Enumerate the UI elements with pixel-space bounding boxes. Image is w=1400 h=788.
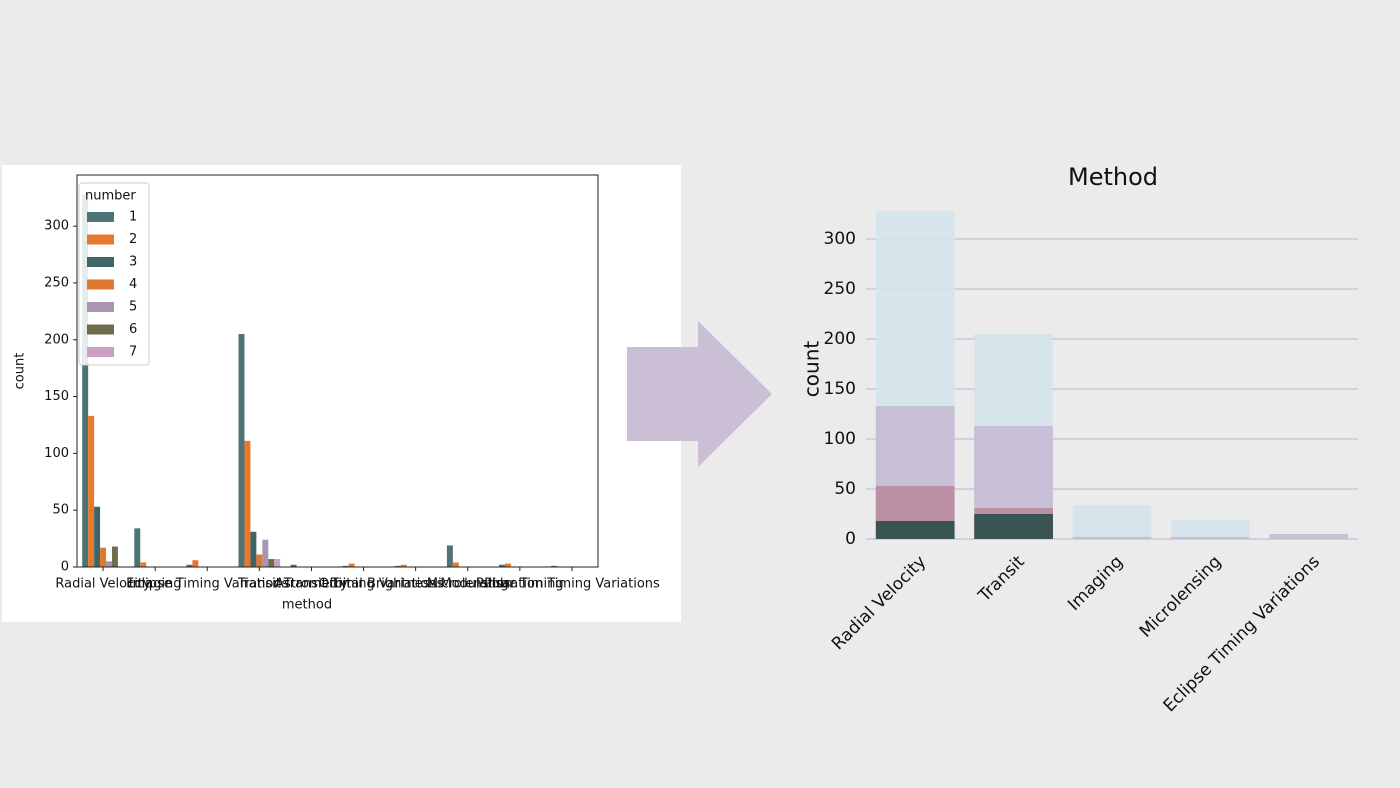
x-tick-label: Astrometry bbox=[275, 577, 348, 592]
x-tick-label: Transit Timing Variations bbox=[283, 577, 444, 592]
bar bbox=[1269, 534, 1349, 539]
bar bbox=[94, 506, 101, 567]
bar bbox=[256, 554, 263, 567]
bar bbox=[192, 560, 199, 567]
bar bbox=[1072, 505, 1152, 539]
bar bbox=[268, 559, 275, 567]
chart-title: Method bbox=[1068, 163, 1158, 191]
x-tick-label: Eclipse Timing Variations bbox=[126, 577, 288, 592]
legend-swatch bbox=[87, 302, 114, 312]
bar bbox=[134, 528, 141, 567]
bar bbox=[238, 334, 245, 567]
x-tick-label: Microlensing bbox=[427, 577, 509, 592]
legend-label: 5 bbox=[129, 300, 137, 315]
x-axis-label: method bbox=[282, 598, 332, 613]
legend-swatch bbox=[87, 347, 114, 357]
y-tick-label: 250 bbox=[44, 275, 69, 290]
x-tick-label: Eclipse Timing Variations bbox=[1160, 552, 1324, 716]
x-tick-label: Imaging bbox=[129, 577, 182, 592]
bar bbox=[100, 547, 107, 567]
bar bbox=[262, 539, 269, 567]
bar bbox=[875, 521, 955, 539]
bar bbox=[1171, 520, 1250, 539]
x-tick-label: Radial Velocity bbox=[828, 552, 930, 654]
x-tick-label: Pulsar Timing bbox=[476, 577, 564, 592]
legend-swatch bbox=[87, 257, 114, 267]
y-tick-label: 300 bbox=[44, 219, 69, 234]
y-tick-label: 100 bbox=[44, 446, 69, 461]
bar bbox=[290, 564, 297, 567]
y-tick-label: 0 bbox=[61, 560, 69, 575]
bar bbox=[394, 565, 401, 567]
bar bbox=[452, 562, 459, 567]
bar bbox=[504, 563, 511, 567]
y-axis-label: count bbox=[800, 341, 824, 398]
legend-title: number bbox=[85, 189, 136, 204]
y-tick-label: 250 bbox=[824, 279, 856, 299]
y-tick-label: 50 bbox=[52, 503, 69, 518]
bar bbox=[140, 562, 147, 567]
y-tick-label: 150 bbox=[44, 389, 69, 404]
legend-swatch bbox=[87, 324, 114, 335]
y-tick-label: 150 bbox=[824, 379, 856, 399]
x-tick-label: Pulsation Timing Variations bbox=[484, 577, 660, 592]
bar bbox=[499, 564, 505, 567]
y-tick-label: 100 bbox=[824, 429, 856, 449]
legend-swatch bbox=[87, 212, 114, 222]
legend-label: 2 bbox=[129, 232, 137, 247]
bar bbox=[400, 564, 407, 567]
bar bbox=[348, 563, 355, 567]
legend-swatch bbox=[87, 279, 114, 290]
y-tick-label: 200 bbox=[824, 329, 856, 349]
legend-swatch bbox=[87, 234, 114, 245]
bar bbox=[111, 546, 118, 567]
arrow bbox=[627, 321, 772, 467]
bar bbox=[244, 440, 251, 567]
legend-label: 4 bbox=[129, 277, 137, 292]
bar bbox=[974, 514, 1053, 539]
legend-label: 7 bbox=[129, 345, 137, 360]
y-tick-label: 200 bbox=[44, 332, 69, 347]
y-tick-label: 300 bbox=[824, 229, 856, 249]
bar bbox=[82, 194, 89, 567]
bar bbox=[250, 531, 257, 567]
bar bbox=[551, 565, 558, 567]
axes-frame bbox=[76, 174, 599, 568]
legend-box bbox=[78, 182, 150, 366]
bar bbox=[106, 561, 112, 567]
bar bbox=[446, 545, 453, 567]
x-tick-label: Orbital Brightness Modulation bbox=[319, 577, 513, 592]
y-tick-label: 0 bbox=[845, 529, 856, 549]
x-tick-label: Transit bbox=[974, 552, 1029, 607]
bar bbox=[342, 565, 349, 567]
x-tick-label: Transit bbox=[237, 577, 281, 592]
x-tick-label: Imaging bbox=[1064, 552, 1127, 615]
bar bbox=[1171, 537, 1250, 539]
bar bbox=[88, 415, 95, 567]
bar bbox=[1072, 537, 1152, 539]
legend-label: 6 bbox=[129, 322, 137, 337]
legend-label: 3 bbox=[129, 255, 137, 270]
x-tick-label: Microlensing bbox=[1136, 552, 1226, 642]
y-axis-label: count bbox=[13, 353, 28, 390]
x-tick-label: Radial Velocity bbox=[55, 577, 151, 592]
bar bbox=[186, 564, 193, 567]
legend-label: 1 bbox=[129, 210, 137, 225]
y-tick-label: 50 bbox=[834, 479, 856, 499]
bar bbox=[274, 559, 281, 567]
